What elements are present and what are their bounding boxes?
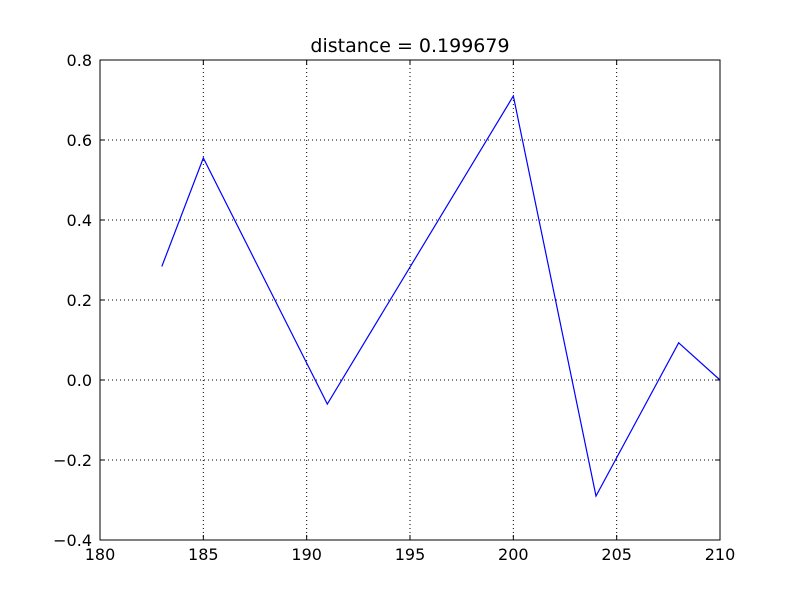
y-tick-label: 0.0: [67, 371, 92, 390]
x-tick-label: 210: [705, 545, 736, 564]
y-tick-label: −0.2: [53, 451, 92, 470]
y-tick-label: 0.8: [67, 51, 92, 70]
x-tick-label: 180: [85, 545, 116, 564]
series-line: [161, 94, 721, 498]
data-point: [678, 342, 680, 344]
y-tick-label: 0.2: [67, 291, 92, 310]
x-tick-label: 200: [498, 545, 529, 564]
x-tick-label: 190: [291, 545, 322, 564]
data-point: [595, 495, 597, 497]
x-tick-label: 185: [188, 545, 219, 564]
axis-ticks: [99, 59, 721, 541]
data-point: [202, 157, 204, 159]
tick-labels: 180 185 190 195 200 205 210 −0.4 −0.2 0.0 0.2 0.4 0.…: [53, 51, 735, 564]
y-tick-label: 0.4: [67, 211, 92, 230]
x-tick-label: 195: [395, 545, 426, 564]
x-tick-label: 205: [601, 545, 632, 564]
data-point: [161, 265, 163, 267]
data-point: [326, 403, 328, 405]
y-tick-label: 0.6: [67, 131, 92, 150]
data-point: [512, 95, 514, 97]
series-layer: [161, 94, 721, 498]
grid-lines: [100, 60, 720, 540]
chart-title: distance = 0.199679: [310, 35, 509, 57]
y-tick-label: −0.4: [53, 531, 92, 550]
